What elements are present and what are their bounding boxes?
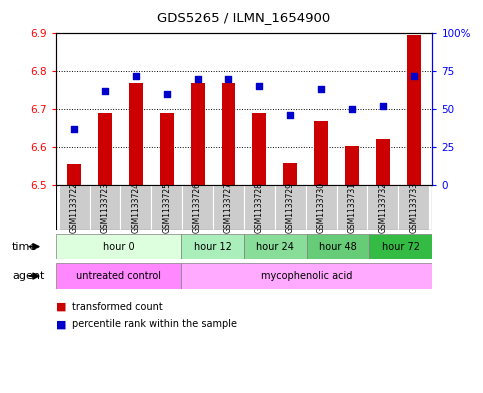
- Bar: [307, 234, 369, 259]
- Text: GSM1133727: GSM1133727: [224, 182, 233, 233]
- Bar: [368, 185, 398, 230]
- Bar: [306, 185, 337, 230]
- Bar: [337, 185, 368, 230]
- Text: hour 12: hour 12: [194, 242, 231, 252]
- Bar: [407, 35, 421, 185]
- Bar: [160, 113, 174, 185]
- Point: [225, 75, 232, 82]
- Text: GSM1133722: GSM1133722: [70, 182, 79, 233]
- Bar: [253, 113, 266, 185]
- Bar: [398, 185, 429, 230]
- Bar: [56, 263, 181, 289]
- Bar: [284, 163, 297, 185]
- Text: percentile rank within the sample: percentile rank within the sample: [72, 319, 238, 329]
- Text: GSM1133731: GSM1133731: [347, 182, 356, 233]
- Bar: [129, 83, 143, 185]
- Point: [379, 103, 387, 109]
- Text: GSM1133729: GSM1133729: [286, 182, 295, 233]
- Text: hour 48: hour 48: [319, 242, 357, 252]
- Point: [286, 112, 294, 118]
- Text: GDS5265 / ILMN_1654900: GDS5265 / ILMN_1654900: [157, 11, 330, 24]
- Point: [194, 75, 201, 82]
- Text: GSM1133732: GSM1133732: [378, 182, 387, 233]
- Text: hour 24: hour 24: [256, 242, 294, 252]
- Text: time: time: [12, 242, 37, 252]
- Text: ■: ■: [56, 301, 66, 312]
- Text: GSM1133724: GSM1133724: [131, 182, 141, 233]
- Point: [410, 73, 418, 79]
- Text: GSM1133733: GSM1133733: [409, 182, 418, 233]
- Text: hour 0: hour 0: [102, 242, 134, 252]
- Text: agent: agent: [12, 271, 44, 281]
- Point: [163, 91, 170, 97]
- Text: GSM1133723: GSM1133723: [100, 182, 110, 233]
- Bar: [369, 234, 432, 259]
- Bar: [222, 83, 235, 185]
- Text: ■: ■: [56, 319, 66, 329]
- Point: [256, 83, 263, 90]
- Bar: [376, 140, 390, 185]
- Bar: [67, 164, 81, 185]
- Point: [348, 106, 356, 112]
- Bar: [56, 234, 181, 259]
- Bar: [181, 263, 432, 289]
- Point: [101, 88, 109, 94]
- Bar: [191, 83, 204, 185]
- Text: untreated control: untreated control: [76, 271, 161, 281]
- Text: hour 72: hour 72: [382, 242, 420, 252]
- Bar: [89, 185, 120, 230]
- Bar: [345, 146, 359, 185]
- Bar: [213, 185, 244, 230]
- Text: transformed count: transformed count: [72, 301, 163, 312]
- Point: [70, 126, 78, 132]
- Bar: [98, 113, 112, 185]
- Bar: [151, 185, 182, 230]
- Bar: [244, 185, 275, 230]
- Point: [317, 86, 325, 92]
- Bar: [244, 234, 307, 259]
- Text: GSM1133726: GSM1133726: [193, 182, 202, 233]
- Bar: [58, 185, 89, 230]
- Text: mycophenolic acid: mycophenolic acid: [261, 271, 353, 281]
- Bar: [314, 121, 328, 185]
- Text: GSM1133728: GSM1133728: [255, 182, 264, 233]
- Bar: [181, 234, 244, 259]
- Bar: [120, 185, 151, 230]
- Text: GSM1133725: GSM1133725: [162, 182, 171, 233]
- Point: [132, 73, 140, 79]
- Bar: [182, 185, 213, 230]
- Text: GSM1133730: GSM1133730: [317, 182, 326, 233]
- Bar: [275, 185, 306, 230]
